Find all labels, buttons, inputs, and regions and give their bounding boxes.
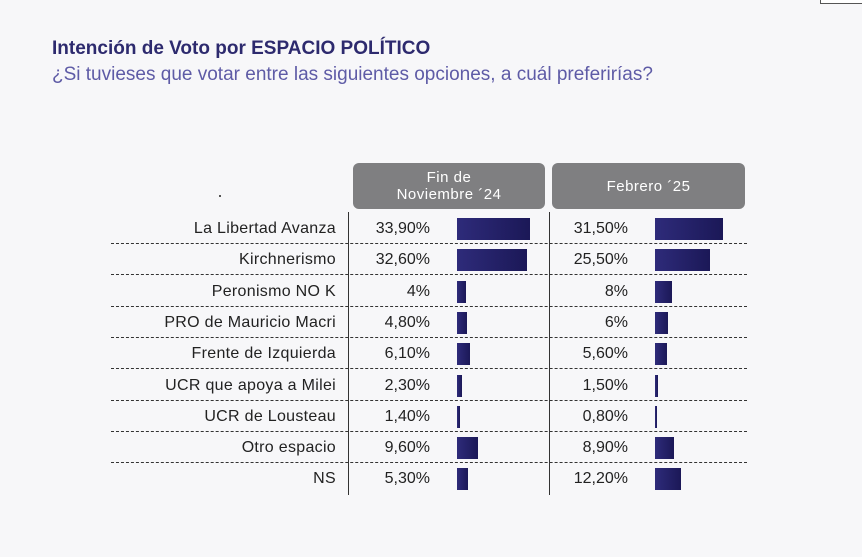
bar xyxy=(655,405,657,428)
data-label: 8,90% xyxy=(582,439,628,457)
data-label: 6,10% xyxy=(384,345,430,363)
category-label: Otro espacio xyxy=(241,439,336,457)
data-label: 2,30% xyxy=(384,376,430,394)
data-label: 5,60% xyxy=(582,345,628,363)
category-label: UCR de Lousteau xyxy=(204,407,336,425)
data-label: 1,40% xyxy=(384,407,430,425)
axis-line-noviembre xyxy=(348,212,349,495)
row-separator xyxy=(111,243,747,244)
column-header-febrero-label: Febrero ´25 xyxy=(606,177,691,195)
row-separator xyxy=(111,305,747,307)
data-label: 32,60% xyxy=(375,251,430,269)
table-row: Frente de Izquierda 6,10% 5,60% xyxy=(111,338,747,370)
bar xyxy=(457,280,466,303)
bar xyxy=(457,405,460,428)
category-label: PRO de Mauricio Macri xyxy=(164,313,336,331)
table-row: Kirchnerismo 32,60% 25,50% xyxy=(111,244,747,276)
category-label: Kirchnerismo xyxy=(239,251,336,269)
bar xyxy=(457,374,462,397)
chart-subtitle: ¿Si tuvieses que votar entre las siguien… xyxy=(52,64,653,85)
row-separator xyxy=(111,336,747,338)
bar xyxy=(457,311,468,334)
bar xyxy=(655,218,723,240)
table-row: NS 5,30% 12,20% xyxy=(111,463,747,494)
row-separator xyxy=(111,368,747,370)
data-label: 5,30% xyxy=(384,470,430,488)
data-label: 12,20% xyxy=(573,470,628,488)
row-separator xyxy=(111,399,747,401)
bar xyxy=(457,249,528,272)
bar xyxy=(655,437,675,460)
category-label: Peronismo NO K xyxy=(211,282,336,300)
category-label: Frente de Izquierda xyxy=(191,345,336,363)
stray-dot xyxy=(219,195,221,197)
data-label: 4% xyxy=(406,282,430,300)
data-label: 6% xyxy=(604,313,628,331)
data-label: 31,50% xyxy=(573,220,628,237)
bar xyxy=(655,343,668,366)
row-separator xyxy=(111,462,747,464)
bar xyxy=(655,374,659,397)
bar xyxy=(655,468,682,491)
data-label: 4,80% xyxy=(384,313,430,331)
column-header-noviembre-label: Fin de Noviembre ´24 xyxy=(396,169,502,203)
column-header-noviembre: Fin de Noviembre ´24 xyxy=(353,163,545,209)
category-label: UCR que apoya a Milei xyxy=(165,376,336,394)
bar xyxy=(457,218,530,240)
data-label: 9,60% xyxy=(384,439,430,457)
column-header-febrero: Febrero ´25 xyxy=(552,163,745,209)
bar xyxy=(457,437,478,460)
table-row: Peronismo NO K 4% 8% xyxy=(111,276,747,307)
bar xyxy=(457,343,471,366)
data-label: 25,50% xyxy=(573,251,628,269)
data-label: 1,50% xyxy=(582,376,628,394)
table-row: PRO de Mauricio Macri 4,80% 6% xyxy=(111,307,747,338)
data-label: 33,90% xyxy=(375,220,430,237)
row-separator xyxy=(111,274,747,276)
table-row: Otro espacio 9,60% 8,90% xyxy=(111,432,747,464)
bar xyxy=(655,311,668,334)
row-separator xyxy=(111,430,747,432)
table-row: La Libertad Avanza 33,90% 31,50% xyxy=(111,213,747,244)
category-label: NS xyxy=(313,470,336,488)
table-row: UCR que apoya a Milei 2,30% 1,50% xyxy=(111,370,747,401)
data-label: 8% xyxy=(604,282,628,300)
bar xyxy=(457,468,469,491)
table-row: UCR de Lousteau 1,40% 0,80% xyxy=(111,401,747,432)
data-label: 0,80% xyxy=(582,407,628,425)
corner-box xyxy=(820,0,862,4)
bar xyxy=(655,249,710,272)
axis-line-febrero xyxy=(549,212,550,495)
chart-title: Intención de Voto por ESPACIO POLÍTICO xyxy=(52,38,431,59)
bar xyxy=(655,280,673,303)
category-label: La Libertad Avanza xyxy=(193,220,336,237)
